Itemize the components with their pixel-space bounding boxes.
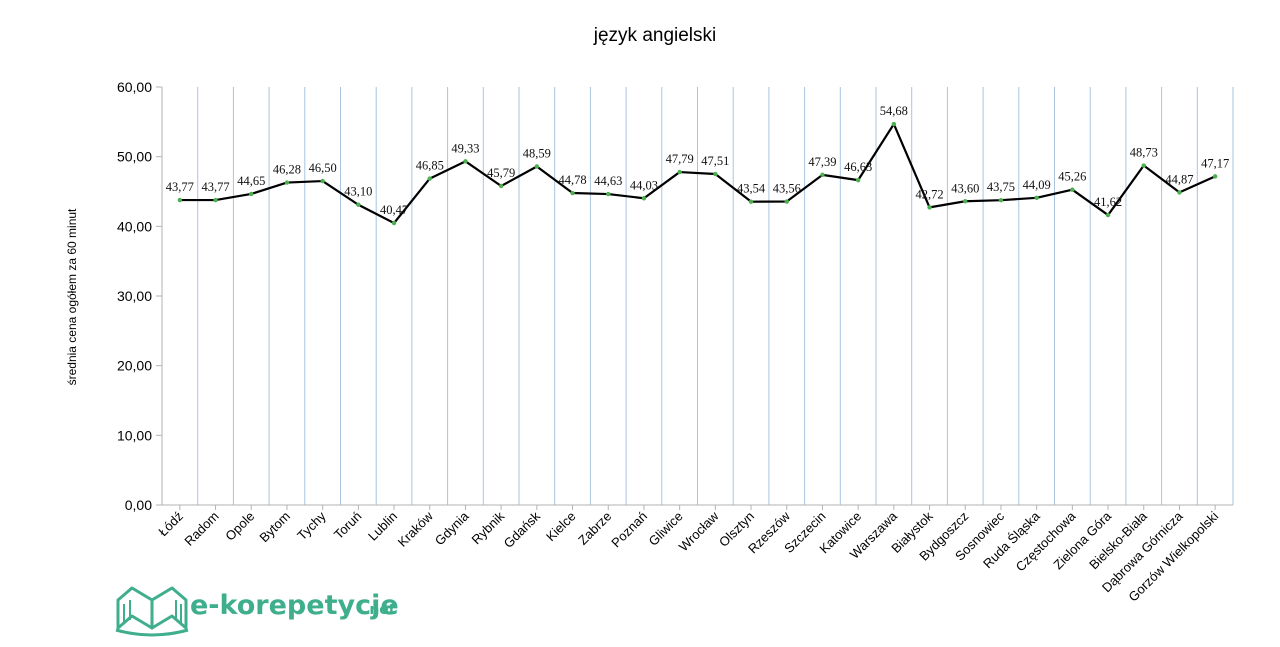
data-point (320, 178, 325, 184)
data-label: 46,63 (844, 160, 872, 174)
data-label: 43,10 (344, 185, 372, 199)
x-tick-label: Radom (181, 509, 221, 549)
data-point (213, 197, 218, 203)
data-label: 48,59 (523, 146, 551, 160)
data-point (606, 191, 611, 197)
y-tick-label: 10,00 (117, 427, 152, 443)
data-point (855, 177, 861, 183)
data-point (249, 191, 254, 197)
data-label: 40,47 (380, 203, 408, 217)
x-tick-label: Poznań (608, 509, 650, 551)
chart-title: język angielski (593, 25, 717, 46)
series-polyline (179, 122, 1216, 225)
x-tick-label: Kraków (395, 508, 437, 550)
data-label: 49,33 (451, 141, 479, 155)
book-icon (115, 586, 189, 637)
data-point (1177, 190, 1182, 195)
x-tick-label: Bytom (256, 509, 293, 546)
data-label: 42,72 (915, 187, 943, 201)
data-point (177, 197, 183, 203)
logo-suffix: .net (364, 602, 396, 618)
data-label: 44,63 (594, 174, 622, 188)
series-line (177, 121, 1218, 226)
x-tick-label: Opole (222, 509, 257, 544)
y-tick-label: 40,00 (117, 218, 152, 234)
data-label: 48,73 (1130, 146, 1158, 160)
data-label: 47,17 (1201, 156, 1229, 170)
data-label: 43,77 (201, 180, 229, 194)
data-label: 41,62 (1094, 195, 1122, 209)
y-ticks: 0,00 10,00 20,00 30,00 40,00 50,00 60,00 (117, 79, 162, 513)
data-point (891, 121, 897, 127)
y-tick-label: 20,00 (117, 358, 152, 374)
data-label: 47,51 (701, 154, 729, 168)
data-point (1212, 174, 1218, 179)
data-point (284, 180, 290, 185)
data-point (927, 205, 932, 210)
x-tick-label: Gdynia (432, 508, 472, 548)
data-point (391, 220, 397, 226)
data-point (463, 159, 468, 164)
data-label: 45,26 (1058, 170, 1086, 184)
data-point (641, 196, 647, 201)
data-point (534, 164, 540, 169)
data-labels: 43,77 43,77 44,65 46,28 46,50 43,10 40,47 46,85… (166, 104, 1229, 217)
data-label: 44,87 (1165, 172, 1193, 186)
y-tick-label: 30,00 (117, 288, 152, 304)
x-tick-label: Toruń (331, 509, 365, 543)
data-label: 43,56 (773, 182, 801, 196)
x-tick-label: Kielce (543, 509, 579, 545)
data-point (356, 202, 361, 207)
gridlines (161, 87, 1234, 505)
data-point (820, 172, 825, 178)
data-point (1034, 195, 1039, 201)
site-logo: e-korepetycje .net (115, 586, 399, 637)
x-tick-label: Łódź (155, 509, 186, 540)
x-tick-label: Zabrze (575, 509, 614, 548)
y-tick-label: 60,00 (117, 79, 152, 95)
data-point (784, 199, 789, 204)
y-axis-label: średnia cena ogółem za 60 minut (65, 208, 79, 385)
data-label: 43,54 (737, 182, 766, 196)
x-tick-label: Gdańsk (501, 508, 544, 551)
data-point (713, 171, 718, 177)
data-label: 43,77 (166, 180, 194, 194)
y-tick-label: 0,00 (125, 497, 152, 513)
data-label: 54,68 (880, 104, 908, 118)
x-tick-label: Tychy (294, 508, 329, 543)
data-label: 46,50 (309, 161, 337, 175)
data-point (498, 183, 504, 189)
data-point (570, 190, 575, 196)
data-point (1070, 187, 1075, 192)
data-label: 46,28 (273, 163, 301, 177)
data-label: 44,78 (558, 173, 586, 187)
data-label: 44,03 (630, 178, 658, 192)
x-tick-label: Wrocław (676, 508, 722, 554)
data-point (1141, 163, 1146, 168)
data-label: 43,75 (987, 180, 1015, 194)
data-label: 47,79 (666, 152, 694, 166)
data-label: 44,65 (237, 174, 265, 188)
data-label: 46,85 (416, 159, 444, 173)
data-point (963, 199, 968, 204)
data-point (998, 198, 1004, 203)
data-label: 44,09 (1023, 178, 1051, 192)
data-label: 45,79 (487, 166, 515, 180)
data-point (1105, 212, 1111, 218)
logo-text: e-korepetycje (190, 590, 399, 621)
data-point (748, 199, 754, 204)
y-tick-label: 50,00 (117, 149, 152, 165)
data-point (677, 169, 682, 175)
data-point (427, 176, 432, 181)
data-label: 43,60 (951, 181, 979, 195)
data-label: 47,39 (808, 155, 836, 169)
